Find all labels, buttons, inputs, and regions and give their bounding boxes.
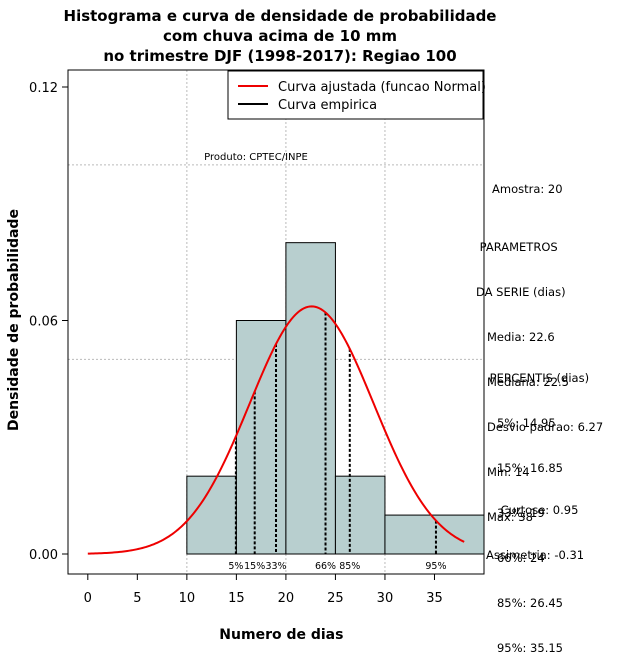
x-axis-tick-label: 30	[377, 591, 394, 606]
legend-label: Curva ajustada (funcao Normal)	[278, 80, 486, 95]
legend: Curva ajustada (funcao Normal) Curva empi…	[227, 70, 486, 120]
stats-parameters-line: DA SERIE (dias)	[476, 285, 566, 299]
y-axis-tick-label: 0.12	[29, 81, 58, 96]
x-axis-tick-label: 25	[327, 591, 344, 606]
stats-sample-size: Amostra: 20	[492, 182, 563, 196]
histogram-bar	[334, 475, 386, 555]
x-axis-label: Numero de dias	[219, 627, 343, 643]
percentile-marker-label: 85%	[339, 561, 360, 572]
stats-shape: Curtose: 0.95 Assimetria: -0.31	[486, 473, 584, 578]
stats-skewness: Assimetria: -0.31	[486, 548, 585, 562]
x-axis-tick-label: 15	[228, 591, 245, 606]
stats-parameters-line: Mediana: 22.5	[476, 375, 569, 389]
histogram-bar	[235, 320, 287, 555]
stats-percentiles-line: 66%: 24	[486, 551, 545, 565]
stats-percentiles-line: PERCENTIS (dias)	[486, 371, 590, 385]
x-axis-tick-label: 0	[84, 591, 92, 606]
histogram-bar	[186, 475, 237, 555]
histogram-bar	[285, 242, 336, 555]
stats-percentiles-line: 95%: 35.15	[486, 641, 563, 655]
percentile-marker-label: 33%	[265, 561, 286, 572]
stats-percentiles-line: 5%: 14.95	[486, 416, 556, 430]
y-axis-tick-label: 0.00	[29, 548, 58, 563]
x-axis-tick-label: 20	[278, 591, 295, 606]
stats-parameters-line: Media: 22.6	[476, 330, 555, 344]
stats-parameters-line: Min: 14	[476, 465, 530, 479]
percentile-marker-label: 5%	[228, 561, 243, 572]
x-axis-tick-label: 35	[426, 591, 443, 606]
percentile-marker-label: 15%	[244, 561, 265, 572]
stats-percentiles-line: 15%: 16.85	[486, 461, 563, 475]
stats-parameters: PARAMETROS DA SERIE (dias) Media: 22.6 M…	[476, 210, 603, 540]
y-axis-tick-label: 0.06	[29, 315, 58, 330]
stats-parameters-line: Desvio padrao: 6.27	[476, 420, 604, 434]
percentile-marker-label: 95%	[425, 561, 446, 572]
chart-title-line-3: no trimestre DJF (1998-2017): Regiao 100	[103, 47, 457, 65]
y-axis-label: Densidade de probabilidade	[6, 209, 22, 431]
stats-parameters-line: PARAMETROS	[476, 240, 558, 254]
stats-kurtosis: Curtose: 0.95	[486, 503, 579, 517]
x-axis-tick-label: 5	[133, 591, 141, 606]
legend-box	[227, 70, 484, 120]
chart-title-line-2: com chuva acima de 10 mm	[162, 27, 398, 45]
percentile-marker-label: 66%	[315, 561, 336, 572]
stats-percentiles: PERCENTIS (dias) 5%: 14.95 15%: 16.85 33…	[486, 341, 589, 671]
histogram-bar	[384, 514, 485, 555]
stats-parameters-line: Max: 38	[476, 510, 533, 524]
x-axis-tick-label: 10	[179, 591, 196, 606]
legend-label: Curva empirica	[278, 98, 377, 113]
stats-percentiles-line: 33%: 19	[486, 506, 545, 520]
stats-percentiles-line: 85%: 26.45	[486, 596, 563, 610]
product-annotation: Produto: CPTEC/INPE	[204, 152, 308, 163]
chart-title-line-1: Histograma e curva de densidade de proba…	[63, 7, 497, 25]
normal-density-curve	[87, 305, 465, 555]
